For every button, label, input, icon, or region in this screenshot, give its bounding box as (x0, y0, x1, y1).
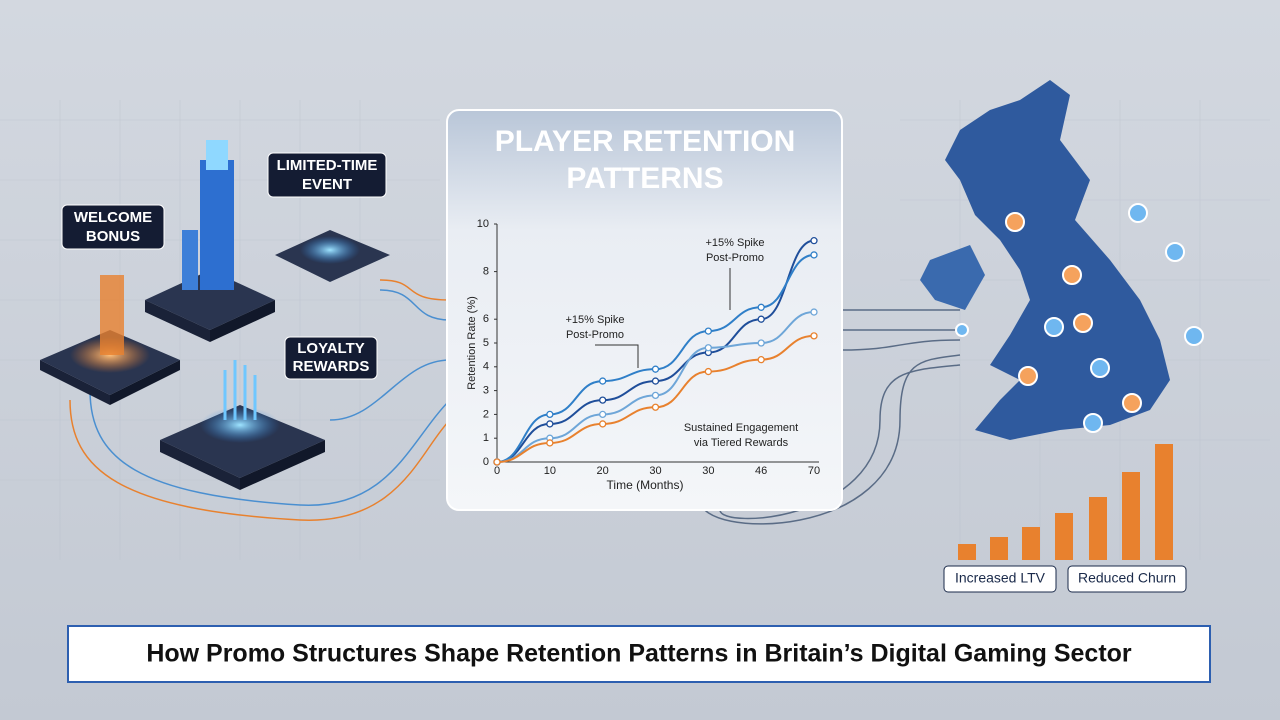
annotation: Post-Promo (706, 252, 764, 264)
label-text: REWARDS (293, 358, 370, 375)
point (599, 410, 607, 419)
uk-map (920, 80, 1204, 440)
x-tick-label: 30 (702, 465, 714, 477)
point (810, 237, 818, 245)
label-text: Reduced Churn (1078, 570, 1176, 586)
point (599, 396, 607, 404)
x-tick-label: 20 (597, 465, 609, 477)
point (493, 458, 501, 466)
point (651, 403, 660, 411)
point (651, 391, 660, 400)
point (704, 327, 712, 335)
y-tick-label: 6 (483, 313, 489, 325)
x-tick-label: 10 (544, 465, 556, 477)
y-tick-label: 5 (483, 337, 489, 349)
point (651, 377, 660, 385)
annotation: Sustained Engagement (684, 422, 798, 434)
point (546, 439, 554, 447)
point (810, 308, 818, 316)
point (757, 315, 765, 323)
annotation: +15% Spike (565, 314, 624, 326)
y-tick-label: 3 (483, 385, 489, 397)
annotation: +15% Spike (705, 237, 764, 249)
point (651, 365, 660, 373)
point (757, 339, 765, 347)
point (546, 410, 554, 419)
label-text: LIMITED-TIME (277, 157, 378, 174)
y-tick-label: 10 (477, 218, 489, 230)
point (704, 344, 712, 352)
point (599, 377, 607, 385)
caption: How Promo Structures Shape Retention Pat… (146, 640, 1132, 668)
annotation: Post-Promo (566, 329, 624, 341)
point (757, 303, 765, 311)
annotation-leader (595, 268, 731, 368)
y-tick-label: 8 (483, 266, 489, 278)
y-tick-label: 4 (483, 361, 489, 373)
chart-title: PLAYER RETENTION (495, 125, 796, 158)
plot: 0 1 2 3 4 5 6 8 10 0 10 20 30 30 46 70 +15% Spike Post-Pr… (477, 218, 820, 477)
y-axis-label: Retention Rate (%) (466, 296, 478, 390)
platforms (40, 140, 390, 490)
y-tick-label: 1 (483, 432, 489, 444)
point (704, 367, 712, 376)
label-text: BONUS (86, 228, 140, 245)
label-limited: LIMITED-TIME EVENT (267, 152, 387, 198)
y-tick-label: 2 (483, 408, 489, 420)
label-churn: Reduced Churn (1067, 565, 1187, 593)
label-welcome: WELCOME BONUS (61, 204, 165, 250)
caption-box (67, 625, 1211, 683)
x-tick-label: 0 (494, 465, 500, 477)
label-text: LOYALTY (297, 340, 365, 357)
point (757, 356, 765, 364)
chart-panel (446, 109, 843, 511)
connector-lines (69, 279, 961, 525)
point (810, 332, 818, 340)
label-text: EVENT (302, 176, 352, 193)
x-tick-label: 70 (808, 465, 820, 477)
label-text: Increased LTV (955, 570, 1046, 586)
x-tick-label: 30 (649, 465, 661, 477)
point (599, 420, 607, 428)
y-tick-label: 0 (483, 456, 489, 468)
growth-bars (958, 444, 1173, 560)
x-tick-label: 46 (755, 465, 767, 477)
chart-title: PATTERNS (566, 162, 723, 195)
annotation: via Tiered Rewards (694, 437, 789, 449)
point (546, 420, 554, 428)
point (810, 251, 818, 259)
label-text: WELCOME (74, 209, 152, 226)
x-axis-label: Time (Months) (607, 478, 684, 492)
label-ltv: Increased LTV (943, 565, 1057, 593)
